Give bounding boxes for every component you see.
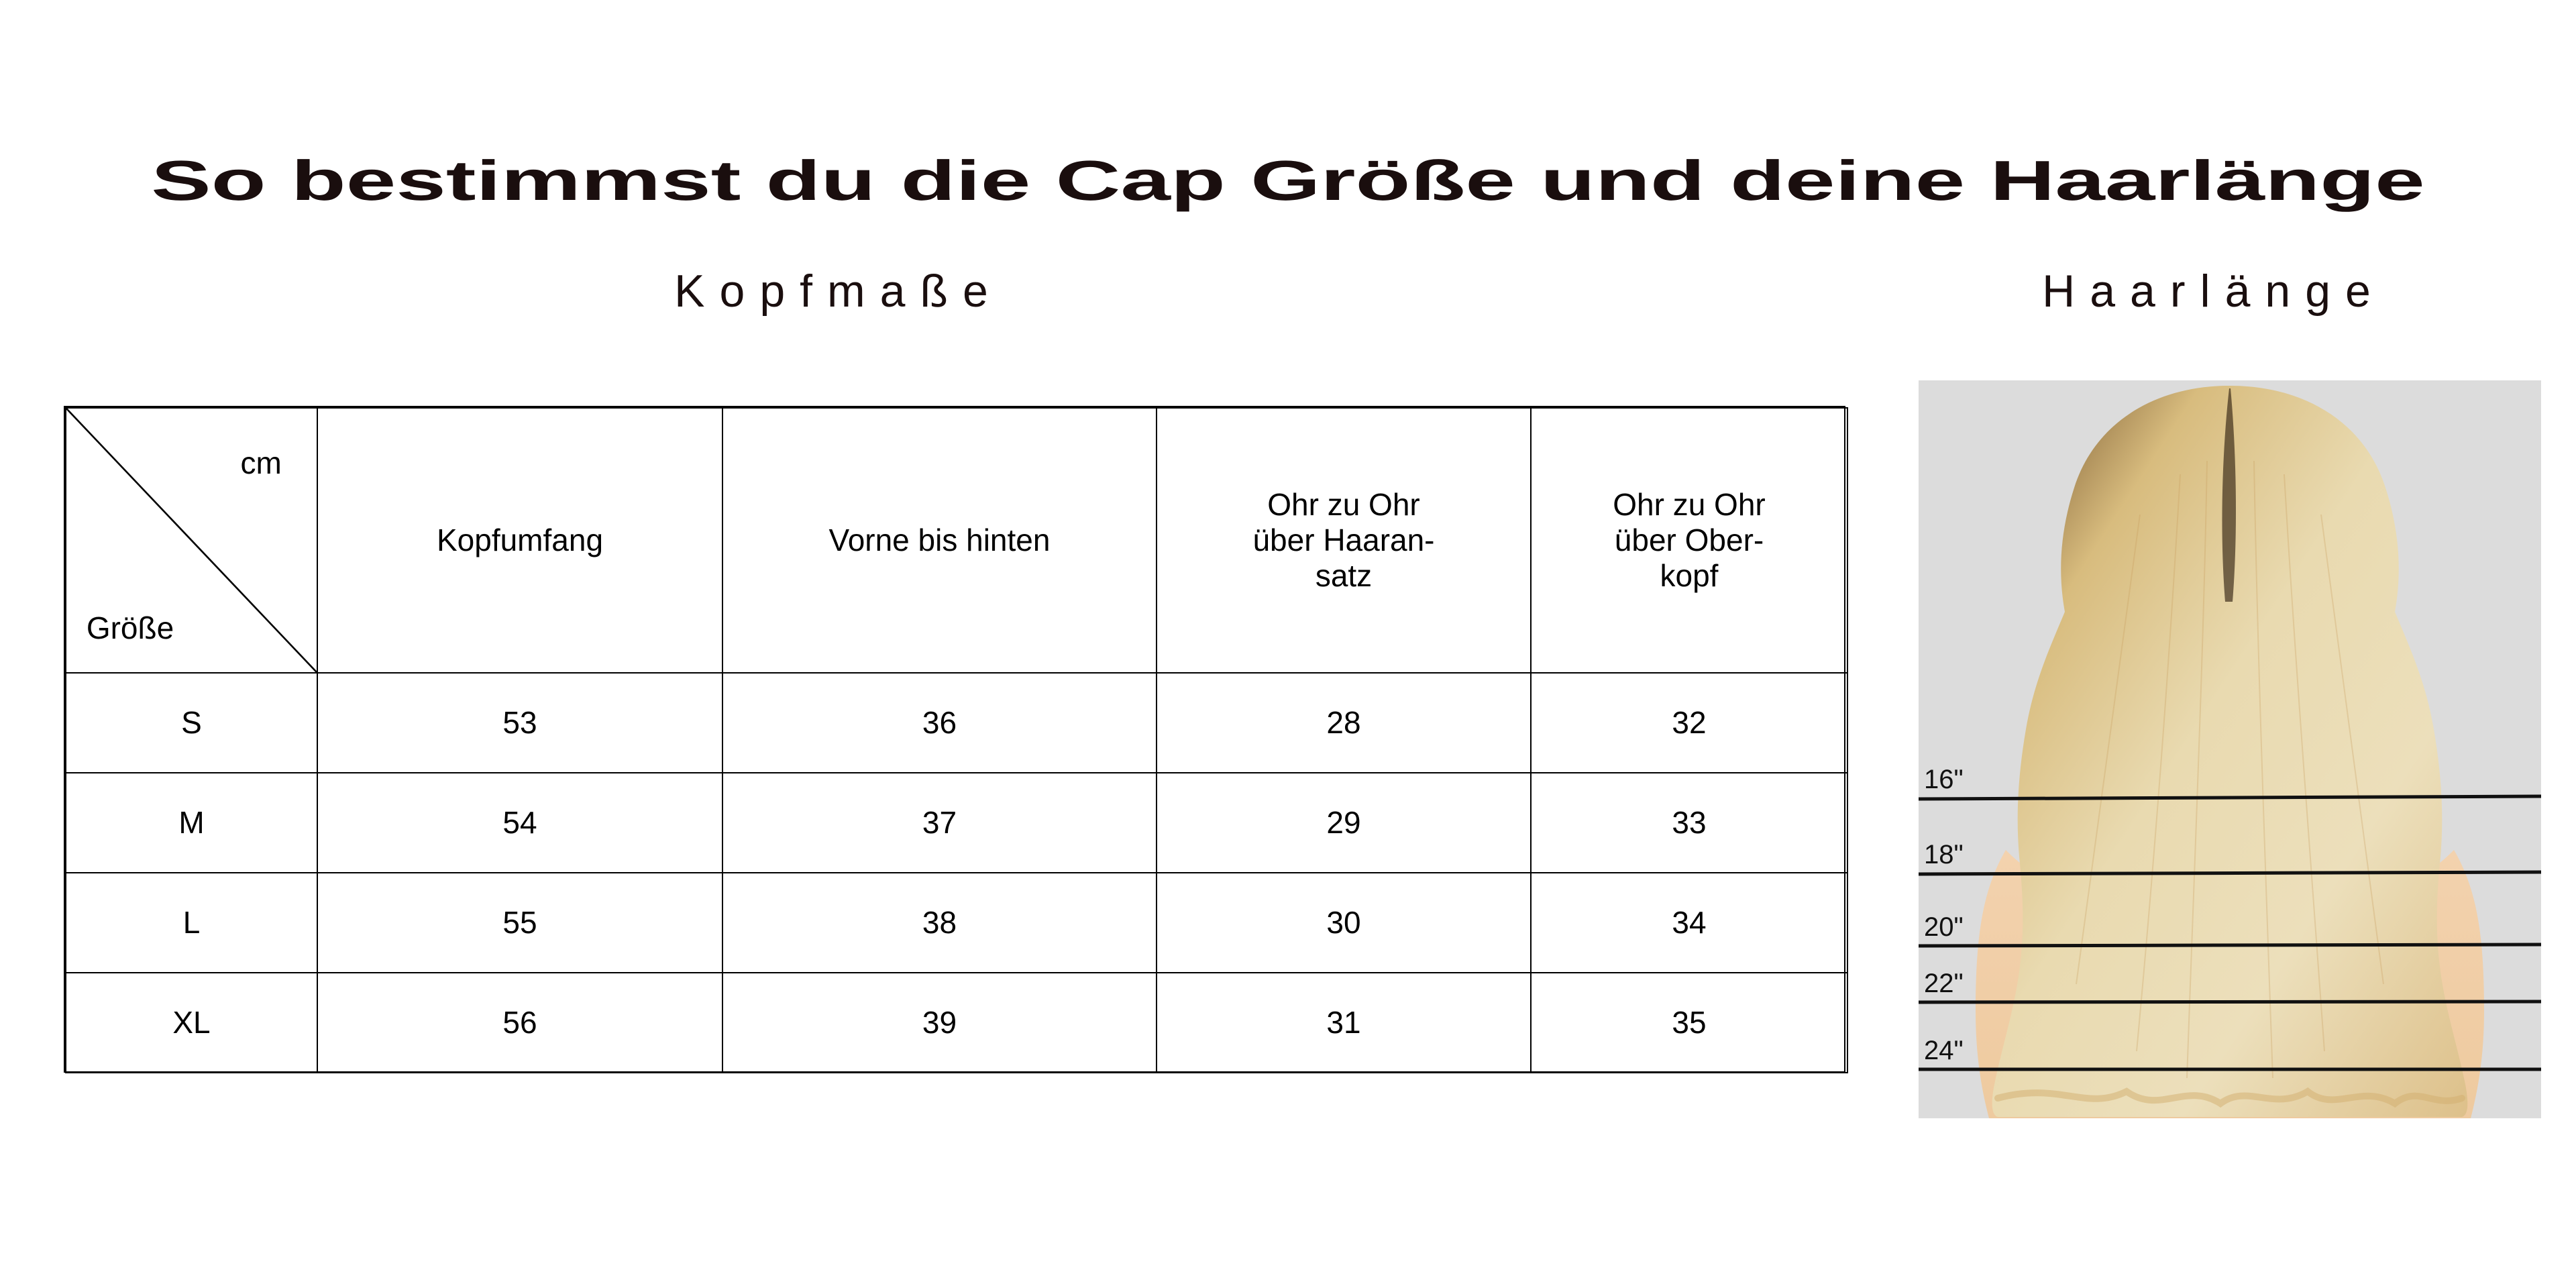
svg-text:22": 22" [1924, 969, 1964, 998]
svg-text:18": 18" [1924, 840, 1964, 869]
svg-text:16": 16" [1924, 765, 1964, 794]
svg-text:20": 20" [1924, 912, 1964, 942]
svg-text:24": 24" [1924, 1036, 1964, 1065]
